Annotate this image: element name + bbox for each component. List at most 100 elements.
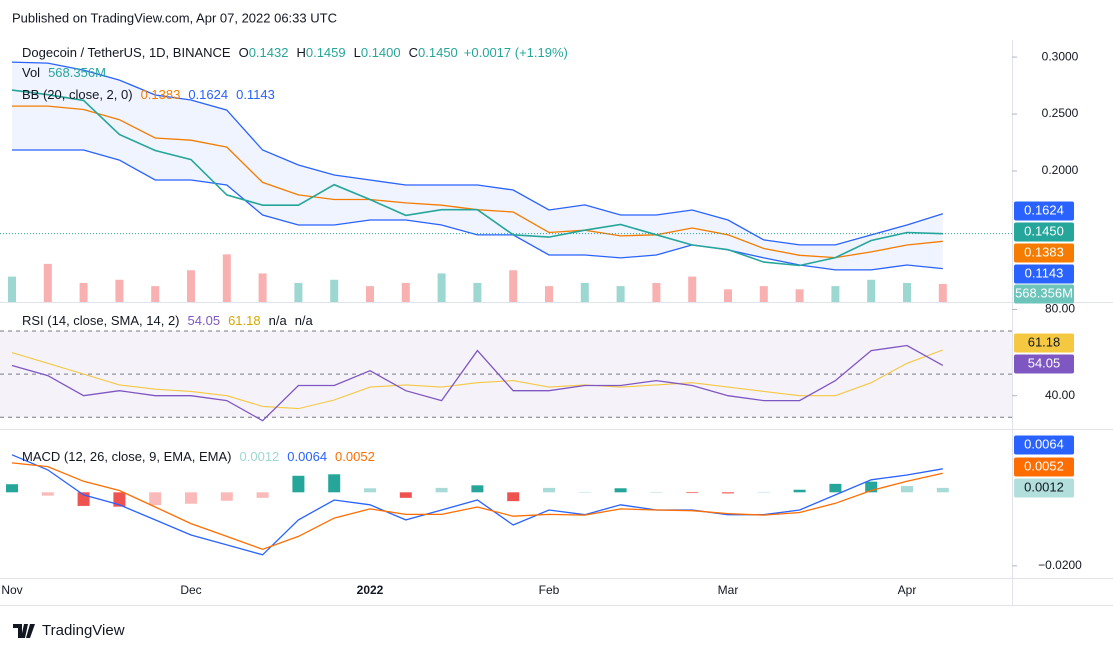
price-label-box: [1014, 201, 1074, 221]
legend-item: O: [239, 45, 249, 60]
volume-bar: [294, 282, 303, 302]
volume-bar: [795, 289, 804, 302]
volume-bar: [79, 282, 88, 302]
macd-histogram-bar: [757, 491, 770, 493]
price-label-box: [1014, 478, 1074, 498]
legend-item: +0.0017 (+1.19%): [464, 45, 568, 60]
macd-histogram-bar: [6, 484, 18, 493]
legend-item: 0.1383: [141, 87, 181, 102]
price-label-box: [1014, 264, 1074, 284]
macd-histogram-bar: [256, 492, 269, 498]
macd-histogram-bar: [901, 486, 913, 493]
macd-line: [11, 454, 943, 556]
price-label: 0.0012: [1024, 479, 1064, 494]
price-label-box: [1014, 243, 1074, 263]
macd-histogram-bar: [543, 487, 555, 493]
volume-bar: [688, 276, 697, 302]
volume-bar: [509, 270, 518, 302]
x-tick-label: Feb: [539, 583, 560, 597]
legend-item: 61.18: [228, 313, 261, 328]
x-tick-label: Apr: [898, 583, 917, 597]
macd-histogram-bar: [328, 474, 341, 493]
macd-histogram-bar: [292, 475, 305, 493]
macd-histogram-bar: [185, 492, 197, 504]
price-label: 568.356M: [1015, 285, 1073, 300]
volume-bar: [366, 286, 374, 302]
macd-histogram-bar: [686, 492, 699, 494]
bb-line: [11, 61, 943, 246]
macd-histogram-bar: [113, 492, 126, 507]
legend-item: Vol: [22, 65, 40, 80]
y-tick-label: 0.2500: [1042, 106, 1079, 120]
macd-histogram-bar: [149, 492, 162, 506]
legend-item: 0.0052: [335, 449, 375, 464]
y-tick-label: 40.00: [1045, 388, 1075, 402]
price-label-box: [1014, 457, 1074, 477]
bb-band-fill: [12, 62, 943, 270]
volume-bar: [330, 279, 339, 302]
price-label: 0.1624: [1024, 202, 1064, 217]
volume-bar: [115, 279, 124, 302]
macd-histogram-bar: [41, 492, 54, 496]
rsi-line: [11, 344, 944, 422]
y-tick-label: −0.0200: [1038, 558, 1082, 572]
volume-bar: [43, 263, 52, 302]
price-label: 0.1143: [1025, 265, 1064, 280]
volume-bar: [8, 276, 16, 302]
x-tick-label: 2022: [357, 583, 384, 597]
legend: BB (20, close, 2, 0) 0.1383 0.1624 0.1143: [22, 87, 275, 102]
price-label: 0.0064: [1024, 436, 1064, 451]
macd-histogram-bar: [650, 492, 663, 493]
macd-histogram-bar: [399, 492, 412, 498]
volume-bar: [867, 279, 876, 302]
macd-histogram-bar: [936, 487, 949, 493]
x-tick-label: Nov: [1, 583, 22, 597]
volume-bar: [437, 273, 446, 302]
price-line: [11, 89, 943, 267]
volume-bar: [545, 286, 553, 302]
price-label: 0.1450: [1024, 223, 1064, 238]
legend: Dogecoin / TetherUS, 1D, BINANCE O0.1432 H…: [22, 45, 568, 60]
price-label: 61.18: [1028, 334, 1061, 349]
price-label-box: [1014, 284, 1074, 304]
macd-histogram-bar: [471, 485, 484, 493]
macd-histogram-bar: [507, 492, 520, 502]
price-label: 54.05: [1028, 355, 1061, 370]
legend-item: 0.1624: [188, 87, 228, 102]
volume-bar: [724, 289, 732, 302]
macd-histogram-bar: [578, 491, 591, 493]
price-label-box: [1014, 222, 1074, 242]
legend-item: 0.1459: [306, 45, 346, 60]
volume-bar: [903, 282, 911, 302]
price-label-box: [1014, 354, 1074, 374]
volume-bar: [151, 286, 160, 302]
macd-histogram-bar: [220, 492, 233, 501]
macd-histogram-bar: [364, 488, 376, 493]
legend-item: L: [354, 45, 361, 60]
volume-bar: [831, 286, 840, 302]
volume-bar: [938, 283, 947, 302]
volume-bar: [258, 273, 267, 302]
legend-item: 0.0012: [240, 449, 280, 464]
legend-item: RSI (14, close, SMA, 14, 2): [22, 313, 180, 328]
legend-item: 0.1143: [236, 87, 275, 102]
legend-item: 0.1450: [418, 45, 458, 60]
legend-item: Dogecoin / TetherUS, 1D, BINANCE: [22, 45, 231, 60]
volume-bar: [473, 282, 482, 302]
macd-histogram-bar: [829, 483, 842, 493]
legend: MACD (12, 26, close, 9, EMA, EMA) 0.0012 0…: [22, 449, 375, 464]
brand-logo: [13, 624, 35, 638]
macd-histogram-bar: [793, 489, 806, 493]
volume-bar: [222, 254, 231, 302]
published-note: Published on TradingView.com, Apr 07, 20…: [12, 10, 337, 25]
volume-bar: [580, 282, 589, 302]
legend-item: n/a: [295, 313, 314, 328]
macd-histogram-bar: [614, 488, 627, 493]
legend-item: BB (20, close, 2, 0): [22, 87, 133, 102]
rsi-line: [11, 349, 943, 410]
price-label: 0.0052: [1024, 458, 1064, 473]
legend: RSI (14, close, SMA, 14, 2) 54.05 61.18 n/a…: [22, 313, 314, 328]
legend-item: n/a: [269, 313, 288, 328]
